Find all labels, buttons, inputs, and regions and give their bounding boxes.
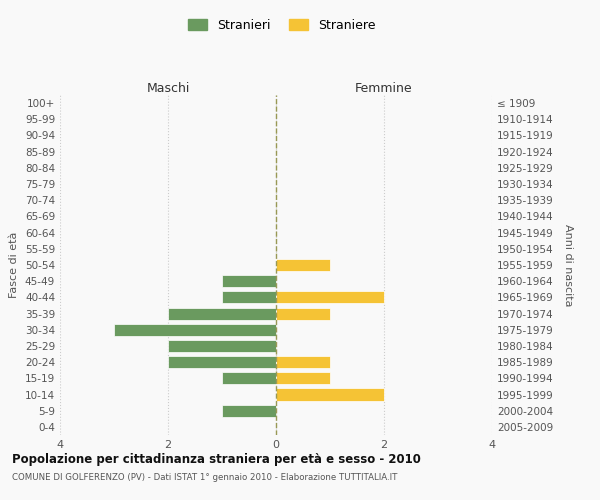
Legend: Stranieri, Straniere: Stranieri, Straniere xyxy=(184,14,380,37)
Bar xyxy=(222,372,276,384)
Bar xyxy=(276,292,384,304)
Bar xyxy=(168,356,276,368)
Bar xyxy=(114,324,276,336)
Bar xyxy=(276,308,330,320)
Bar xyxy=(276,388,384,400)
Text: Femmine: Femmine xyxy=(355,82,413,95)
Bar xyxy=(222,275,276,287)
Bar xyxy=(168,340,276,352)
Y-axis label: Anni di nascita: Anni di nascita xyxy=(563,224,573,306)
Y-axis label: Fasce di età: Fasce di età xyxy=(10,232,19,298)
Bar xyxy=(276,372,330,384)
Bar xyxy=(276,356,330,368)
Text: Maschi: Maschi xyxy=(146,82,190,95)
Text: COMUNE DI GOLFERENZO (PV) - Dati ISTAT 1° gennaio 2010 - Elaborazione TUTTITALIA: COMUNE DI GOLFERENZO (PV) - Dati ISTAT 1… xyxy=(12,472,397,482)
Bar xyxy=(168,308,276,320)
Bar xyxy=(222,404,276,417)
Text: Popolazione per cittadinanza straniera per età e sesso - 2010: Popolazione per cittadinanza straniera p… xyxy=(12,452,421,466)
Bar xyxy=(222,292,276,304)
Bar xyxy=(276,259,330,271)
